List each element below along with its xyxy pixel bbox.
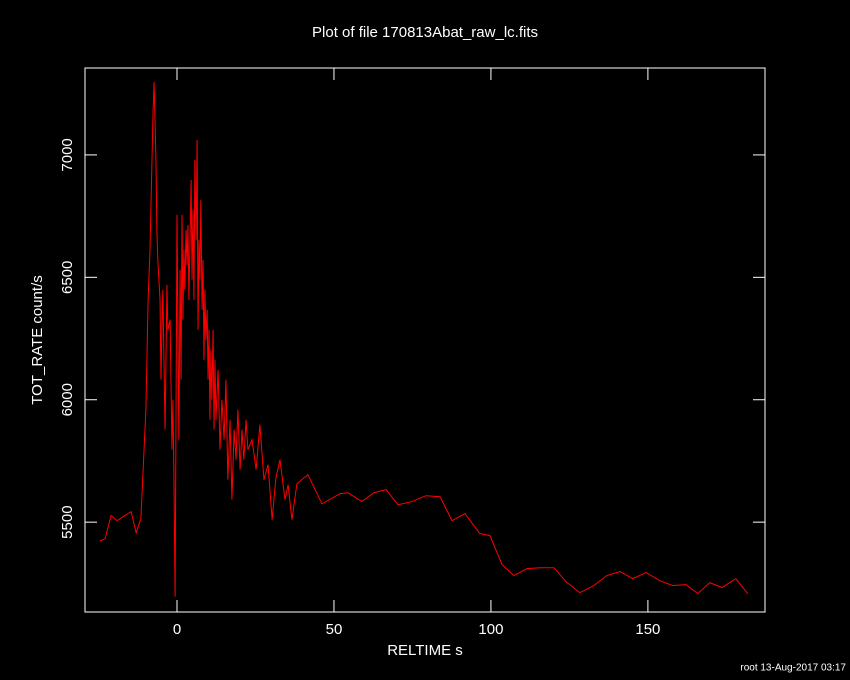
x-axis-label: RELTIME s (387, 642, 463, 659)
y-axis-label: TOT_RATE count/s (29, 275, 46, 405)
light-curve (99, 81, 749, 597)
y-tick-label: 5500 (59, 505, 76, 538)
plot-frame (84, 67, 766, 613)
footer: root 13-Aug-2017 03:17 (740, 663, 846, 674)
x-tick-label: 150 (635, 621, 660, 638)
x-tick-label: 0 (173, 621, 181, 638)
y-tick-label: 7000 (59, 138, 76, 171)
x-tick-label: 100 (478, 621, 503, 638)
y-tick-label: 6000 (59, 383, 76, 416)
x-tick-label: 50 (326, 621, 343, 638)
chart-title: Plot of file 170813Abat_raw_lc.fits (312, 24, 538, 41)
y-tick-label: 6500 (59, 261, 76, 294)
